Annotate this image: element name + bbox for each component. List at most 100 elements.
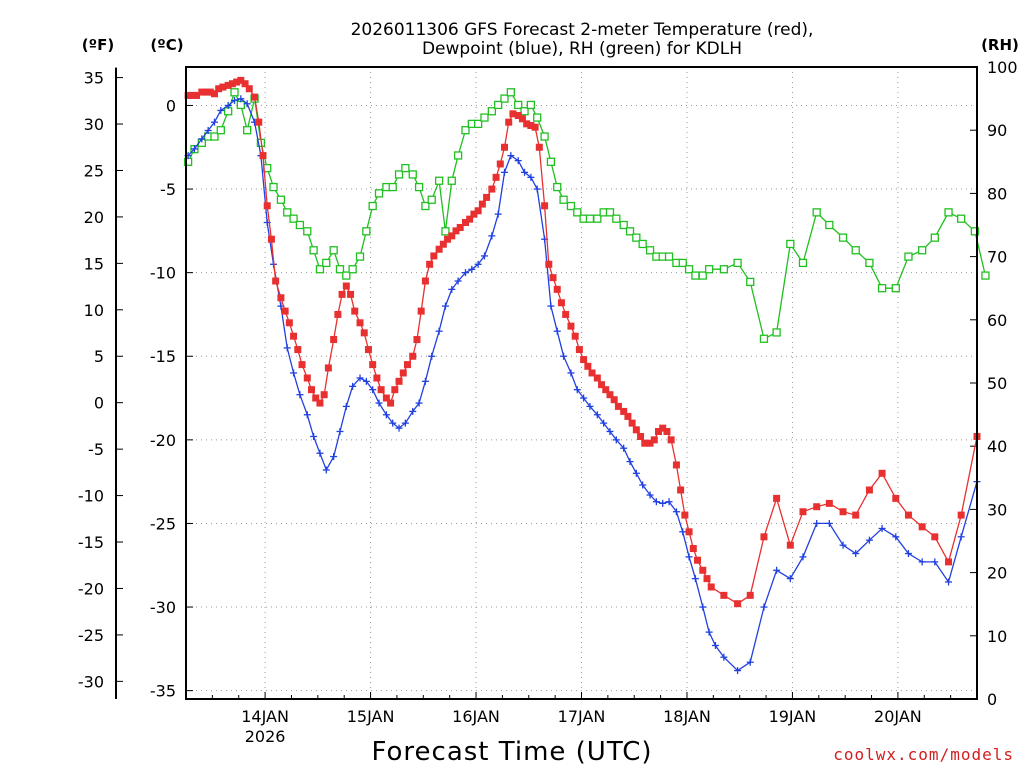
temperature-point (518, 115, 526, 123)
rh-point (944, 208, 953, 217)
rh-point (210, 132, 219, 141)
dewpoint-point (435, 327, 443, 335)
dewpoint-point (825, 519, 833, 527)
dewpoint-point (547, 302, 555, 310)
dewpoint-point (527, 173, 535, 181)
temperature-point (272, 277, 280, 285)
dewpoint-point (514, 157, 522, 165)
temperature-point (290, 332, 298, 340)
celsius-tick-label: -5 (160, 180, 176, 199)
rh-point (540, 132, 549, 141)
dewpoint-point (461, 269, 469, 277)
rh-point (295, 220, 305, 230)
temperature-point (632, 426, 640, 434)
temperature-point (470, 210, 478, 218)
rh-point (506, 88, 515, 97)
dewpoint-point (362, 377, 370, 385)
dewpoint-point (632, 469, 640, 477)
dewpoint-point (395, 424, 403, 432)
plot-frame (185, 66, 978, 700)
dewpoint-point (421, 377, 429, 385)
temperature-point (545, 260, 553, 268)
rh-point (559, 195, 568, 204)
rh-point (289, 214, 298, 223)
temperature-point (571, 332, 579, 340)
fahrenheit-tick-label: 35 (84, 69, 104, 88)
temperature-point (215, 85, 223, 93)
dewpoint-point (931, 558, 939, 566)
temperature-point (614, 402, 622, 410)
dewpoint-point (567, 369, 575, 377)
rh-point (759, 334, 769, 343)
rh-point (401, 163, 410, 173)
temperature-point (356, 319, 364, 327)
fahrenheit-tick-label: 15 (84, 254, 104, 273)
temperature-point (435, 245, 443, 253)
rh-tick-label: 10 (987, 627, 1007, 646)
dewpoint-point (303, 411, 311, 419)
dewpoint-point (580, 394, 588, 402)
dewpoint-point (918, 558, 926, 566)
dewpoint-point (231, 96, 239, 104)
dewpoint-point (699, 603, 707, 611)
temperature-point (417, 307, 425, 315)
dewpoint-point (296, 391, 304, 399)
rh-point (388, 182, 397, 192)
rh-tick-label: 50 (987, 374, 1007, 393)
temperature-point (219, 83, 227, 91)
rh-tick-label: 30 (987, 500, 1007, 519)
temperature-point (251, 93, 259, 101)
series-line (188, 79, 978, 605)
rh-point (342, 271, 351, 280)
rh-point (678, 258, 687, 268)
temperature-point (426, 260, 434, 268)
rh-point (573, 208, 582, 217)
temperature-point (285, 319, 293, 327)
dewpoint-point (626, 458, 634, 466)
temperature-point (351, 307, 359, 315)
rh-point (918, 246, 927, 255)
series-temperature (184, 76, 981, 608)
rh-tick-label: 90 (987, 121, 1007, 140)
celsius-tick-label: -20 (150, 431, 176, 450)
rh-tick-label: 40 (987, 437, 1007, 456)
rh-point (500, 94, 509, 103)
temperature-point (575, 346, 583, 354)
temperature-point (347, 290, 355, 298)
credit-link[interactable]: coolwx.com/models (833, 745, 1014, 764)
temperature-point (593, 374, 601, 382)
rh-point (414, 182, 424, 192)
temperature-point (338, 290, 346, 298)
rh-point (891, 284, 900, 293)
temperature-point (448, 232, 456, 240)
dewpoint-point (389, 419, 397, 427)
rh-point (772, 328, 781, 337)
temperature-point (324, 364, 332, 372)
dewpoint-point (204, 127, 212, 135)
temperature-point (501, 143, 509, 151)
fahrenheit-tick-label: -30 (78, 672, 104, 691)
dewpoint-point (342, 402, 350, 410)
dewpoint-point (375, 399, 383, 407)
temperature-point (444, 235, 452, 243)
temperature-point (598, 381, 606, 389)
x-tick-label: 15JAN (347, 707, 395, 726)
temperature-point (535, 143, 543, 151)
fahrenheit-tick-label: -5 (88, 440, 104, 459)
x-axis-title: Forecast Time (UTC) (371, 737, 652, 767)
temperature-point (439, 240, 447, 248)
temperature-point (193, 91, 201, 99)
rh-point (473, 119, 483, 129)
temperature-point (312, 394, 320, 402)
temperature-point (549, 274, 557, 282)
dewpoint-point (813, 519, 821, 527)
temperature-point (689, 545, 697, 553)
temperature-point (567, 322, 575, 330)
dewpoint-point (521, 168, 529, 176)
dewpoint-point (720, 653, 728, 661)
temperature-point (421, 277, 429, 285)
dewpoint-point (224, 101, 232, 109)
dewpoint-point (659, 499, 667, 507)
dewpoint-point (474, 260, 482, 268)
temperature-point (342, 282, 350, 290)
